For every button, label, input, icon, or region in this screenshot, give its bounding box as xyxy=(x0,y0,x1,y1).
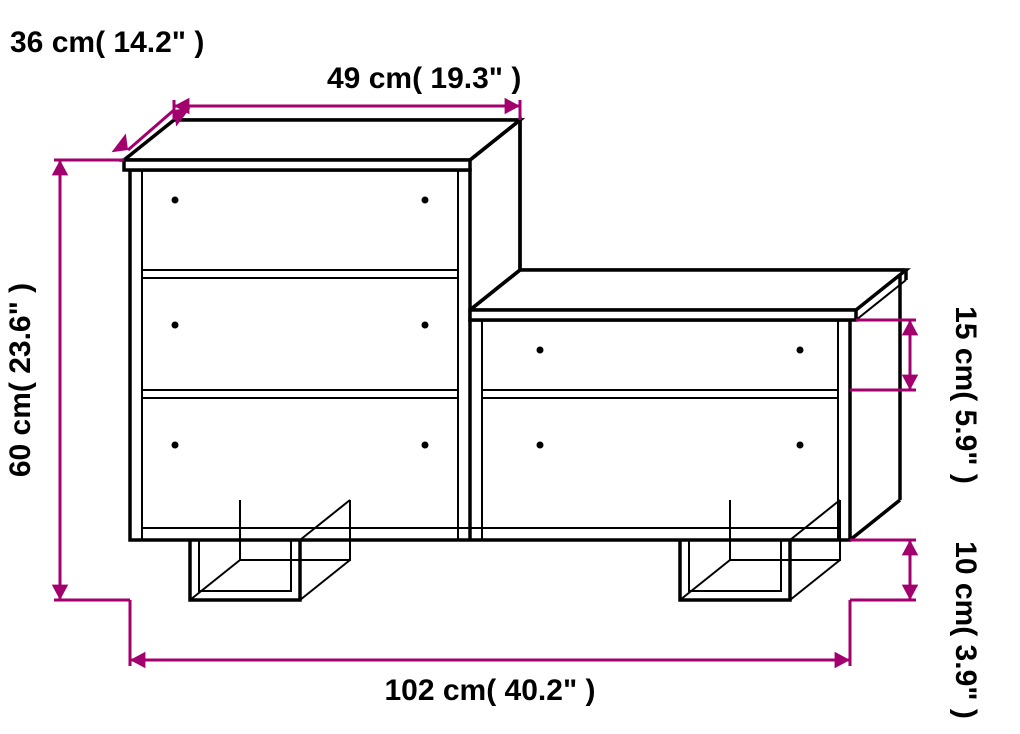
technical-drawing: 36 cm( 14.2" ) 49 cm( 19.3" ) 60 cm( 23.6"… xyxy=(0,0,1020,734)
svg-text:49 cm( 19.3" ): 49 cm( 19.3" ) xyxy=(327,62,521,95)
svg-text:60 cm( 23.6" ): 60 cm( 23.6" ) xyxy=(4,283,37,477)
svg-text:102 cm( 40.2" ): 102 cm( 40.2" ) xyxy=(384,674,595,707)
svg-text:36 cm( 14.2" ): 36 cm( 14.2" ) xyxy=(10,26,204,59)
svg-text:15 cm( 5.9" ): 15 cm( 5.9" ) xyxy=(949,306,982,484)
svg-text:10 cm( 3.9" ): 10 cm( 3.9" ) xyxy=(949,541,982,719)
furniture-front-face xyxy=(124,160,856,540)
